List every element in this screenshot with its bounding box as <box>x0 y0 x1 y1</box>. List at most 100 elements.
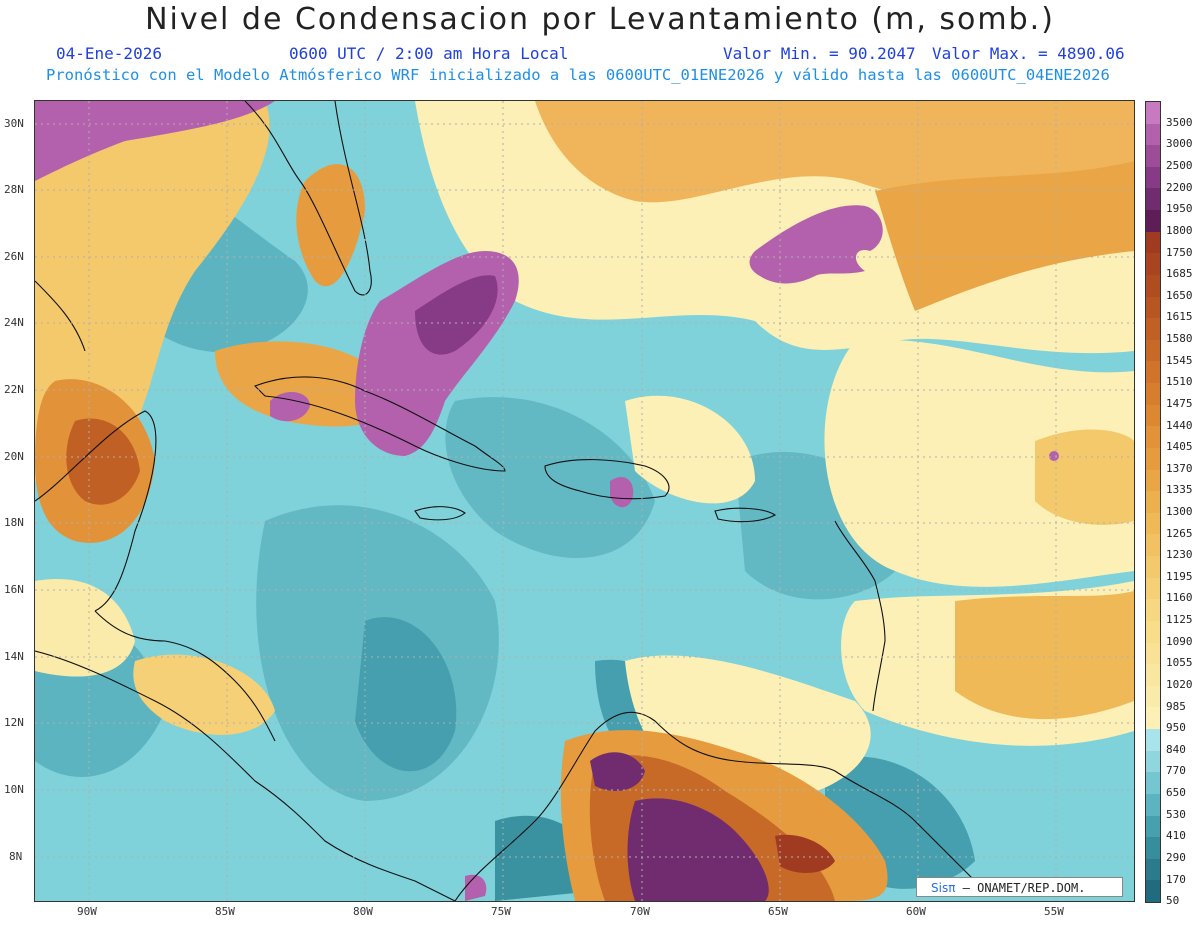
colorbar-label: 950 <box>1166 721 1186 735</box>
colorbar-label: 1230 <box>1166 548 1193 562</box>
colorbar-segment <box>1146 296 1160 319</box>
orange-region <box>1035 429 1134 525</box>
colorbar-label: 1195 <box>1166 569 1193 583</box>
purple-region <box>590 752 645 791</box>
colorbar-label: 985 <box>1166 699 1186 713</box>
colorbar-label: 1405 <box>1166 440 1193 454</box>
colorbar-segment <box>1146 339 1160 362</box>
colorbar-label: 840 <box>1166 742 1186 756</box>
orange-region <box>66 418 140 505</box>
colorbar-segment <box>1146 447 1160 471</box>
lat-label: 8N <box>9 850 23 863</box>
lat-label: 26N <box>4 250 24 263</box>
colorbar-segment <box>1146 729 1160 752</box>
colorbar-label: 290 <box>1166 850 1186 864</box>
colorbar-label: 650 <box>1166 786 1186 800</box>
colorbar-label: 1950 <box>1166 202 1193 216</box>
lon-label: 75W <box>491 905 511 918</box>
colorbar-segment <box>1146 102 1160 125</box>
colorbar-segment <box>1146 772 1160 795</box>
colorbar-segment <box>1146 880 1160 903</box>
colorbar-segment <box>1146 361 1160 384</box>
colorbar-segment <box>1146 491 1160 514</box>
lat-label: 28N <box>4 183 24 196</box>
hispaniola-coast <box>544 459 670 500</box>
colorbar-label: 1300 <box>1166 505 1193 518</box>
colorbar-segment <box>1146 318 1160 341</box>
min-value: Valor Min. = 90.2047 <box>723 44 916 63</box>
colorbar-label: 1800 <box>1166 223 1193 237</box>
colorbar-label: 1510 <box>1166 375 1193 389</box>
colorbar-label: 530 <box>1166 807 1186 821</box>
coastlines <box>35 101 976 901</box>
graticule <box>35 101 1134 901</box>
purple-region <box>35 101 275 181</box>
forecast-date: 04-Ene-2026 <box>56 44 162 63</box>
colorbar-label: 2200 <box>1166 180 1193 194</box>
colorbar-segment <box>1146 274 1160 298</box>
yucatan-coast <box>35 410 157 612</box>
model-info: Pronóstico con el Modelo Atmósferico WRF… <box>46 66 1110 84</box>
max-value: Valor Max. = 4890.06 <box>932 44 1125 63</box>
yellow-region <box>824 339 1134 587</box>
orange-region <box>955 591 1134 720</box>
lat-label: 12N <box>4 716 24 729</box>
colorbar-label: 1055 <box>1166 656 1193 670</box>
orange-region <box>875 161 1134 311</box>
orange-region <box>775 834 835 873</box>
lat-label: 18N <box>4 516 24 529</box>
lat-label: 30N <box>4 117 24 130</box>
colorbar-label: 2500 <box>1166 159 1193 173</box>
yellow-region <box>625 395 755 504</box>
colorbar-label: 3500 <box>1166 115 1193 129</box>
orange-region <box>215 341 395 427</box>
colorbar-segment <box>1146 858 1160 881</box>
map-title: Nivel de Condensacion por Levantamiento … <box>145 2 1055 37</box>
purple-region <box>627 798 769 901</box>
colorbar-label: 1750 <box>1166 245 1193 259</box>
colorbar-label: 1090 <box>1166 634 1193 648</box>
colorbar-segment <box>1146 837 1160 860</box>
colorbar-segment <box>1146 512 1160 535</box>
central-america-coast <box>35 650 456 901</box>
colorbar-label: 3000 <box>1166 137 1193 151</box>
purple-region <box>270 391 310 422</box>
purple-region <box>415 275 498 355</box>
map-frame <box>34 100 1135 902</box>
colorbar-label: 50 <box>1166 894 1180 908</box>
colorbar <box>1145 101 1161 903</box>
orange-region <box>535 101 1134 203</box>
colorbar-label: 1685 <box>1166 267 1193 281</box>
colorbar-segment <box>1146 231 1160 254</box>
colorbar-label: 170 <box>1166 872 1186 886</box>
lat-label: 10N <box>4 783 24 796</box>
colorbar-segment <box>1146 793 1160 816</box>
lon-label: 60W <box>906 905 926 918</box>
colorbar-label: 1615 <box>1166 310 1193 324</box>
lat-label: 14N <box>4 650 24 663</box>
florida-coast <box>244 101 372 296</box>
purple-region <box>610 476 634 508</box>
south-america-coast <box>454 711 976 901</box>
colorbar-label: 1335 <box>1166 483 1193 497</box>
cuba-coast <box>254 376 506 472</box>
colorbar-segment <box>1146 253 1160 276</box>
credit-text: – ONAMET/REP.DOM. <box>955 881 1086 895</box>
orange-region <box>35 579 135 677</box>
colorbar-segment <box>1146 750 1160 773</box>
colorbar-segment <box>1146 815 1160 838</box>
sispi-logo: Sisπ <box>931 881 956 895</box>
colorbar-segment <box>1146 188 1160 211</box>
colorbar-label: 1580 <box>1166 332 1193 346</box>
colorbar-segment <box>1146 707 1160 730</box>
orange-region <box>133 654 275 735</box>
lat-label: 22N <box>4 383 24 396</box>
colorbar-label: 1440 <box>1166 418 1193 432</box>
colorbar-segment <box>1146 556 1160 579</box>
colorbar-segment <box>1146 469 1160 492</box>
colorbar-label: 1125 <box>1166 613 1193 627</box>
colorbar-segment <box>1146 664 1160 687</box>
teal-region <box>355 617 457 772</box>
lat-label: 16N <box>4 583 24 596</box>
colorbar-segment <box>1146 123 1160 146</box>
